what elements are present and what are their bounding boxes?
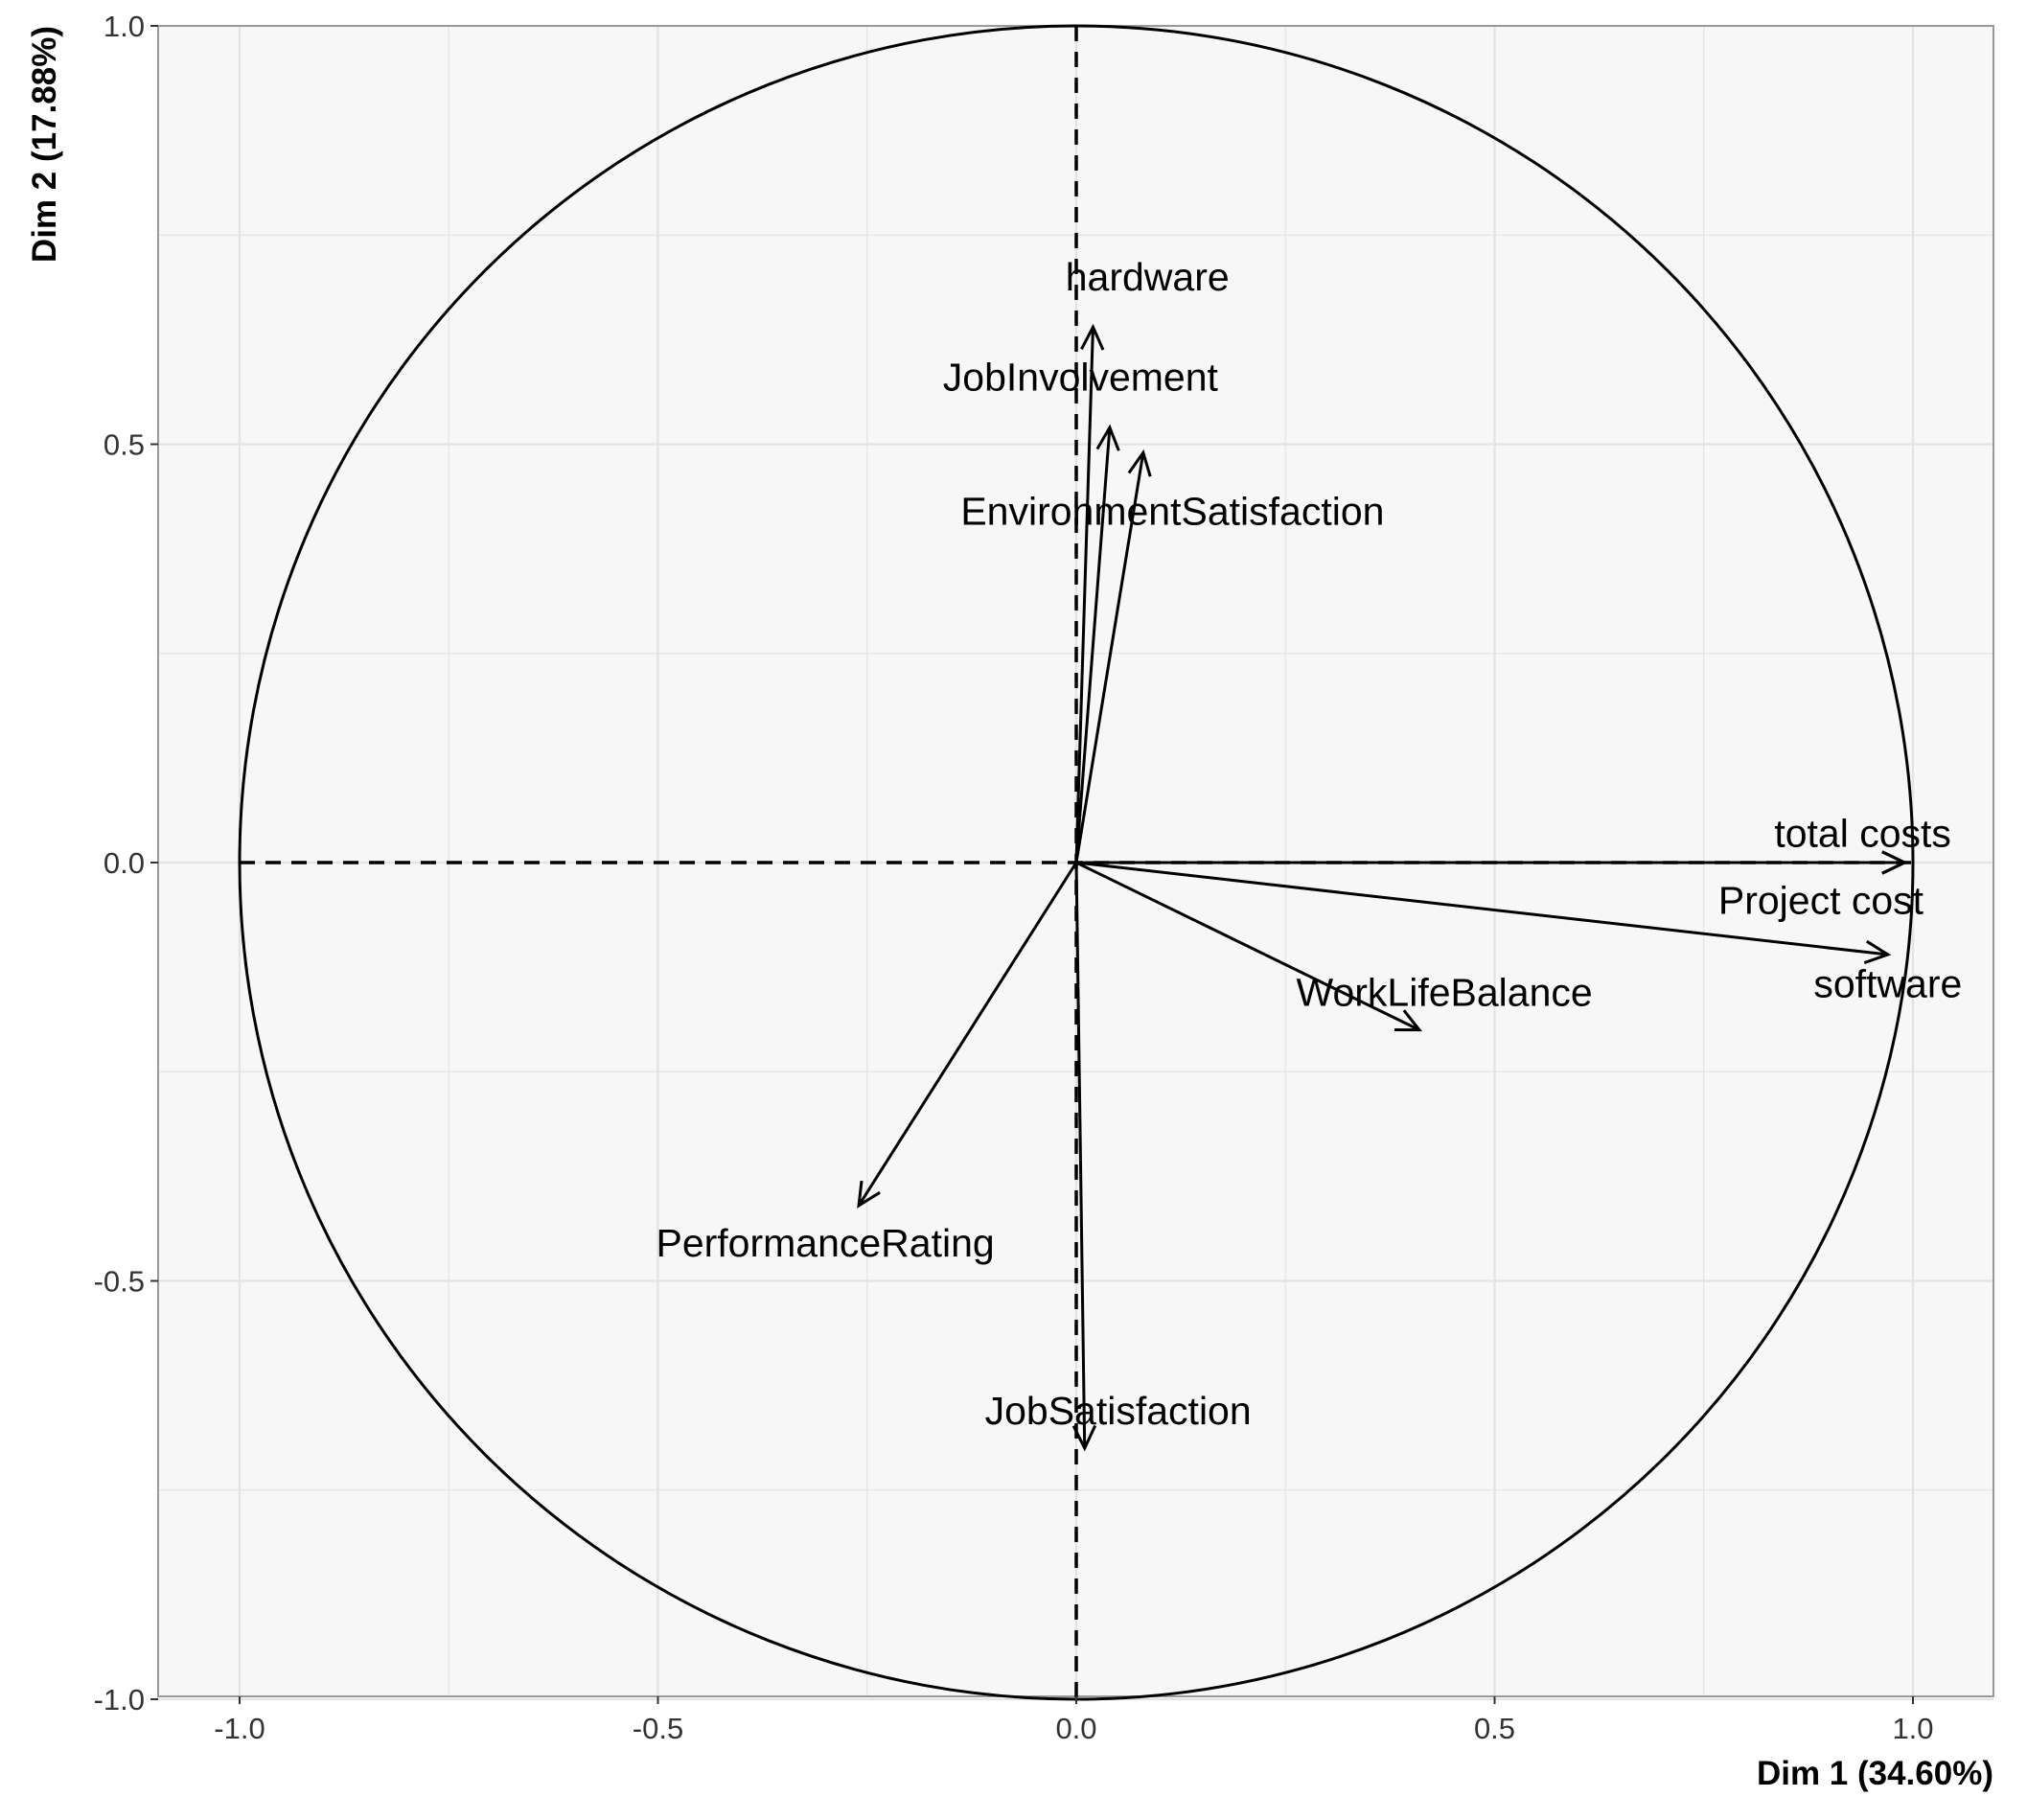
arrow-software <box>1075 861 1888 956</box>
label-project-cost: Project cost <box>1718 878 1924 922</box>
y-tick-label: 1.0 <box>104 10 145 43</box>
y-tick-label: -0.5 <box>94 1265 145 1299</box>
label-performancerating: PerformanceRating <box>656 1221 994 1265</box>
y-axis-ticks: -1.0 -0.5 0.0 0.5 1.0 <box>94 10 158 1716</box>
arrow-worklifebalance <box>1075 861 1420 1031</box>
y-tick-label: -1.0 <box>94 1683 145 1716</box>
arrowhead-worklifebalance <box>1394 1009 1423 1032</box>
y-axis-title: Dim 2 (17.88%) <box>26 26 63 263</box>
arrowhead-jobsatisfaction <box>1071 1424 1097 1452</box>
arrowhead-jobinvolvement <box>1095 424 1120 451</box>
x-tick-label: 0.0 <box>1055 1712 1096 1745</box>
variable-labels: hardware JobInvolvement EnvironmentSatisfa… <box>656 255 1962 1433</box>
variable-arrows <box>857 323 1908 1452</box>
label-hardware: hardware <box>1066 255 1230 299</box>
arrowhead-project-cost <box>1881 850 1908 875</box>
x-tick-label: 0.5 <box>1474 1712 1515 1745</box>
arrowhead-performancerating <box>857 1180 881 1209</box>
x-axis-title: Dim 1 (34.60%) <box>1757 1755 1993 1792</box>
label-jobinvolvement: JobInvolvement <box>943 356 1219 400</box>
arrowhead-software <box>1863 939 1892 965</box>
arrow-jobsatisfaction <box>1074 862 1087 1449</box>
label-environmentsatisfaction: EnvironmentSatisfaction <box>960 489 1384 533</box>
x-axis-ticks: -1.0 -0.5 0.0 0.5 1.0 <box>214 1696 1934 1745</box>
label-software: software <box>1813 962 1962 1006</box>
y-tick-label: 0.0 <box>104 846 145 880</box>
arrow-hardware <box>1074 327 1094 864</box>
x-tick-label: 1.0 <box>1892 1712 1933 1745</box>
label-total-costs: total costs <box>1774 811 1951 855</box>
x-tick-label: -1.0 <box>214 1712 265 1745</box>
x-tick-label: -0.5 <box>633 1712 683 1745</box>
label-jobsatisfaction: JobSatisfaction <box>985 1389 1252 1433</box>
arrow-performancerating <box>857 862 1078 1207</box>
label-worklifebalance: WorkLifeBalance <box>1297 970 1593 1014</box>
arrow-environmentsatisfaction <box>1074 451 1145 864</box>
arrow-jobinvolvement <box>1074 426 1112 864</box>
arrowhead-environmentsatisfaction <box>1127 449 1152 477</box>
arrowhead-hardware <box>1080 323 1105 351</box>
y-tick-label: 0.5 <box>104 428 145 462</box>
